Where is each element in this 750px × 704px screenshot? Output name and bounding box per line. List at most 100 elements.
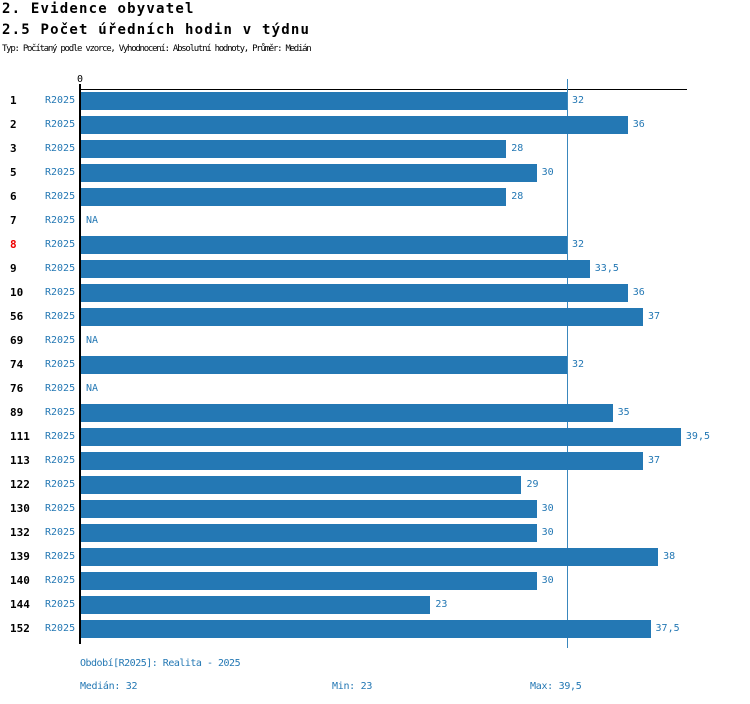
bar-value-label: 30 [541,503,554,514]
row-series-label: R2025 [45,287,76,298]
bar-value-label: 23 [435,599,448,610]
bar [81,524,537,542]
bar [81,356,567,374]
chart-row: 6 R2025 28 [0,185,750,209]
chart-row: 130 R2025 30 [0,497,750,521]
x-axis-zero-tick-label: 0 [76,74,84,85]
row-series-label: R2025 [45,191,76,202]
row-id-label: 89 [10,406,24,419]
chart-row: 56 R2025 37 [0,305,750,329]
stat-median: Medián: 32 [80,681,138,692]
x-axis-line [80,89,687,90]
bar [81,116,628,134]
bar [81,308,643,326]
chart-row: 113 R2025 37 [0,449,750,473]
chart-row: 139 R2025 38 [0,545,750,569]
bar [81,428,681,446]
row-series-label: R2025 [45,527,76,538]
bar-value-label: 32 [572,95,585,106]
bar [81,404,613,422]
row-series-label: R2025 [45,119,76,130]
row-id-label: 10 [10,286,24,299]
chart-row: 89 R2025 35 [0,401,750,425]
bar-value-label: 36 [632,287,645,298]
row-id-label: 7 [10,214,17,227]
row-id-label: 6 [10,190,17,203]
bar [81,188,507,206]
row-na-label: NA [86,383,99,394]
chart-meta-line: Typ: Počítaný podle vzorce, Vyhodnocení:… [2,44,312,54]
row-id-label: 8 [10,238,17,251]
row-id-label: 113 [10,454,30,467]
row-series-label: R2025 [45,311,76,322]
chart-row: 111 R2025 39,5 [0,425,750,449]
chart-row: 132 R2025 30 [0,521,750,545]
row-series-label: R2025 [45,383,76,394]
chart-title: 2. Evidence obyvatel [2,1,195,17]
bar [81,452,643,470]
bar [81,92,567,110]
bar-value-label: 37,5 [655,623,680,634]
row-series-label: R2025 [45,359,76,370]
row-series-label: R2025 [45,215,76,226]
bar-value-label: 32 [572,359,585,370]
chart-row: 5 R2025 30 [0,161,750,185]
bar [81,260,590,278]
stat-min: Min: 23 [332,681,373,692]
median-reference-line [566,79,568,648]
chart-row: 10 R2025 36 [0,281,750,305]
chart-row: 76 R2025 NA [0,377,750,401]
row-series-label: R2025 [45,599,76,610]
row-series-label: R2025 [45,575,76,586]
legend-period: Období[R2025]: Realita - 2025 [80,658,241,669]
bar-value-label: 29 [526,479,539,490]
row-id-label: 1 [10,94,17,107]
chart-row: 140 R2025 30 [0,569,750,593]
row-id-label: 76 [10,382,24,395]
row-id-label: 74 [10,358,24,371]
row-series-label: R2025 [45,623,76,634]
row-id-label: 140 [10,574,30,587]
chart-row: 122 R2025 29 [0,473,750,497]
x-axis-zero-tick [79,84,81,89]
row-id-label: 9 [10,262,17,275]
row-id-label: 2 [10,118,17,131]
row-series-label: R2025 [45,167,76,178]
chart-row: 1 R2025 32 [0,89,750,113]
bar-value-label: 33,5 [594,263,619,274]
bar-value-label: 35 [617,407,630,418]
chart-row: 2 R2025 36 [0,113,750,137]
row-id-label: 130 [10,502,30,515]
row-id-label: 144 [10,598,30,611]
chart-subtitle: 2.5 Počet úředních hodin v týdnu [2,22,311,38]
bar [81,476,522,494]
row-id-label: 69 [10,334,24,347]
bar-value-label: 28 [511,143,524,154]
row-series-label: R2025 [45,479,76,490]
row-id-label: 132 [10,526,30,539]
bar [81,284,628,302]
row-series-label: R2025 [45,431,76,442]
bar-value-label: 30 [541,575,554,586]
stat-max: Max: 39,5 [530,681,582,692]
chart-row: 7 R2025 NA [0,209,750,233]
bar-value-label: 30 [541,167,554,178]
chart-row: 152 R2025 37,5 [0,617,750,641]
bar [81,500,537,518]
bar-value-label: 28 [511,191,524,202]
bar [81,164,537,182]
row-id-label: 3 [10,142,17,155]
bar [81,572,537,590]
bar-value-label: 30 [541,527,554,538]
bar-value-label: 39,5 [685,431,710,442]
bar [81,236,567,254]
chart-row: 3 R2025 28 [0,137,750,161]
row-series-label: R2025 [45,551,76,562]
row-id-label: 111 [10,430,30,443]
bar-value-label: 32 [572,239,585,250]
row-id-label: 139 [10,550,30,563]
chart-row: 74 R2025 32 [0,353,750,377]
row-id-label: 152 [10,622,30,635]
